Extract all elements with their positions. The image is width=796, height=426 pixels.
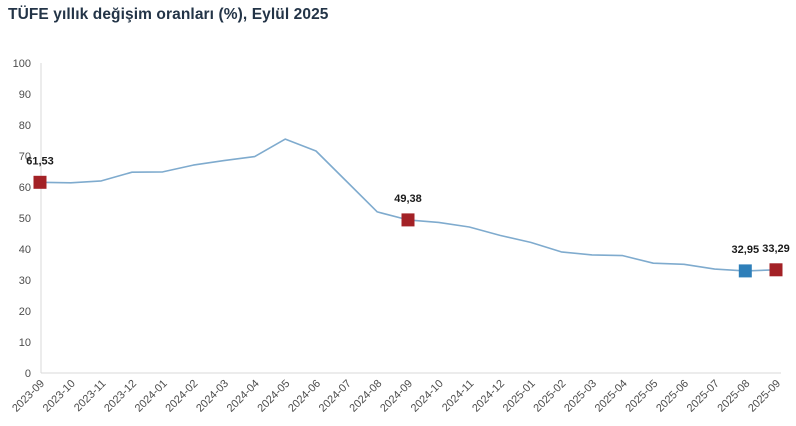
- data-point-marker-2025-08: [738, 264, 752, 278]
- y-axis-tick-label: 0: [25, 368, 31, 380]
- y-axis-tick-label: 50: [19, 213, 31, 225]
- x-axis-tick-label: 2024-03: [194, 378, 231, 415]
- data-point-marker-2024-09: [401, 213, 415, 227]
- data-point-marker-2025-09: [769, 263, 783, 277]
- y-axis-tick-label: 100: [13, 58, 31, 70]
- x-axis-tick-label: 2025-05: [623, 378, 660, 415]
- x-axis-tick-label: 2023-12: [102, 378, 139, 415]
- x-axis-tick-label: 2025-07: [685, 378, 722, 415]
- y-axis-tick-label: 40: [19, 244, 31, 256]
- x-axis-tick-label: 2024-07: [317, 378, 354, 415]
- data-point-label-2024-09: 49,38: [394, 193, 422, 205]
- x-axis-tick-label: 2024-11: [440, 378, 476, 414]
- x-axis-tick-label: 2024-01: [133, 378, 170, 415]
- y-axis-tick-label: 90: [19, 89, 31, 101]
- x-axis-tick-label: 2024-09: [378, 378, 415, 415]
- x-axis-tick-label: 2024-08: [347, 378, 384, 415]
- chart-title: TÜFE yıllık değişim oranları (%), Eylül …: [8, 6, 329, 23]
- x-axis-tick-label: 2024-04: [225, 378, 262, 415]
- series-line: [39, 138, 777, 272]
- y-axis-tick-label: 30: [19, 275, 31, 287]
- x-axis-tick-label: 2025-09: [746, 378, 783, 415]
- x-axis-tick-label: 2025-06: [654, 378, 691, 415]
- y-axis-tick-label: 20: [19, 306, 31, 318]
- x-axis-tick-label: 2025-02: [531, 378, 568, 415]
- x-axis-tick-label: 2024-05: [255, 378, 292, 415]
- data-point-marker-2023-09: [33, 175, 47, 189]
- x-axis-tick-label: 2025-08: [715, 378, 752, 415]
- x-axis-tick-label: 2025-04: [593, 378, 630, 415]
- x-axis-tick-label: 2024-10: [409, 378, 446, 415]
- x-axis-tick-label: 2023-10: [41, 378, 78, 415]
- y-axis-tick-label: 10: [19, 337, 31, 349]
- x-axis-tick-label: 2024-06: [286, 378, 323, 415]
- y-axis-tick-label: 80: [19, 120, 31, 132]
- x-axis-tick-label: 2023-09: [10, 378, 47, 415]
- x-axis-tick-label: 2024-12: [470, 378, 507, 415]
- x-axis-tick-label: 2025-01: [501, 378, 538, 415]
- x-axis-tick-label: 2023-11: [72, 378, 108, 414]
- y-axis-tick-label: 60: [19, 182, 31, 194]
- data-point-label-2023-09: 61,53: [26, 155, 54, 167]
- y-axis-tick-label: 70: [19, 151, 31, 163]
- x-axis-tick-label: 2024-02: [163, 378, 200, 415]
- data-point-label-2025-08: 32,95: [732, 244, 760, 256]
- data-point-label-2025-09: 33,29: [762, 243, 790, 255]
- x-axis-tick-label: 2025-03: [562, 378, 599, 415]
